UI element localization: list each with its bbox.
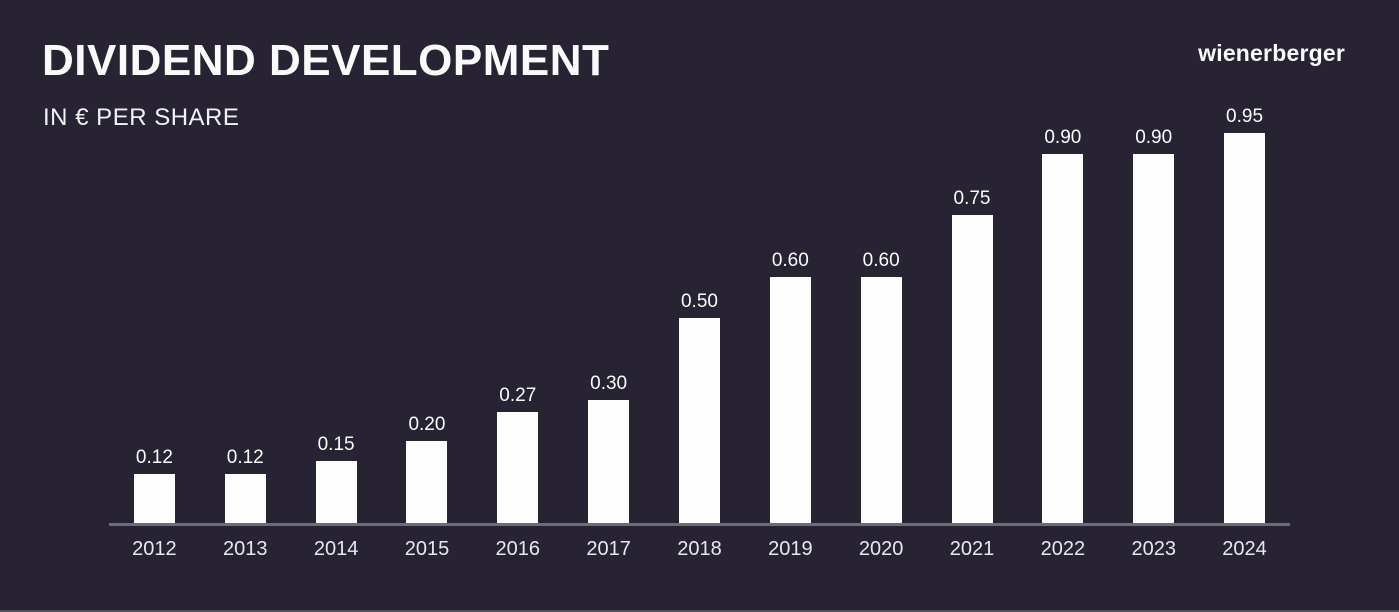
brand-logo: wienerberger [1198,40,1345,66]
x-axis-tick-label: 2022 [1040,538,1086,560]
bar [406,441,448,523]
x-axis-tick-label: 2024 [1222,538,1267,560]
bar [1224,133,1266,523]
bar [1133,154,1175,523]
bars-area: 0.12 0.12 0.15 0.20 0.27 0.30 0.50 0.60 0.60 0.75… [109,100,1290,523]
bar [224,474,266,523]
bar-value-label: 0.75 [953,188,991,209]
bar [860,277,902,523]
bar-column: 0.12 [200,448,291,523]
x-axis-tick-label: 2014 [313,538,359,560]
dividend-bar-chart: 0.12 0.12 0.15 0.20 0.27 0.30 0.50 0.60 0.60 0.75… [109,100,1290,561]
bar [951,215,993,523]
x-axis-tick-label: 2017 [586,538,631,560]
x-axis-line [109,523,1290,526]
bar [1042,154,1084,523]
x-axis-tick-label: 2013 [223,538,268,560]
bar-value-label: 0.60 [862,250,900,271]
bar-column: 0.60 [745,251,836,523]
bar [497,412,539,523]
bar-column: 0.15 [291,435,382,523]
x-axis-tick-label: 2023 [1131,538,1176,560]
bar-value-label: 0.95 [1226,106,1264,127]
bar-column: 0.30 [563,374,654,523]
page-subtitle: IN € PER SHARE [43,104,240,131]
x-axis-tick-label: 2018 [677,538,722,560]
bar-value-label: 0.60 [771,250,809,271]
bar [678,318,720,523]
bar-value-label: 0.50 [680,291,718,312]
page-title: DIVIDEND DEVELOPMENT [42,36,610,85]
bar [588,400,630,523]
bar-value-label: 0.27 [499,385,537,406]
x-axis-tick-label: 2015 [404,538,450,560]
x-axis-tick-label: 2020 [858,538,904,560]
bar-value-label: 0.90 [1044,127,1082,148]
x-axis-tick-label: 2021 [949,538,995,560]
bar [315,461,357,523]
bar-column: 0.90 [1017,128,1108,523]
bar-value-label: 0.90 [1135,127,1173,148]
bar-column: 0.90 [1108,128,1199,523]
bottom-edge-strip [0,610,1399,612]
bar-value-label: 0.30 [590,373,628,394]
bar-column: 0.75 [927,189,1018,523]
x-axis-tick-label: 2019 [768,538,813,560]
bar-value-label: 0.12 [135,447,173,468]
bar-column: 0.60 [836,251,927,523]
bar-value-label: 0.12 [226,447,264,468]
x-axis-ticks: 2012 2013 2014 2015 2016 2017 2018 2019 2020 2021… [109,537,1290,561]
x-axis-tick-label: 2012 [132,538,177,560]
bar-column: 0.12 [109,448,200,523]
bar-column: 0.20 [382,415,473,523]
bar [133,474,175,523]
bar-column: 0.27 [472,386,563,523]
bar-column: 0.50 [654,292,745,523]
bar-column: 0.95 [1199,107,1290,523]
bar [769,277,811,523]
bar-value-label: 0.20 [408,414,446,435]
x-axis-tick-label: 2016 [495,538,541,560]
bar-value-label: 0.15 [317,434,355,455]
